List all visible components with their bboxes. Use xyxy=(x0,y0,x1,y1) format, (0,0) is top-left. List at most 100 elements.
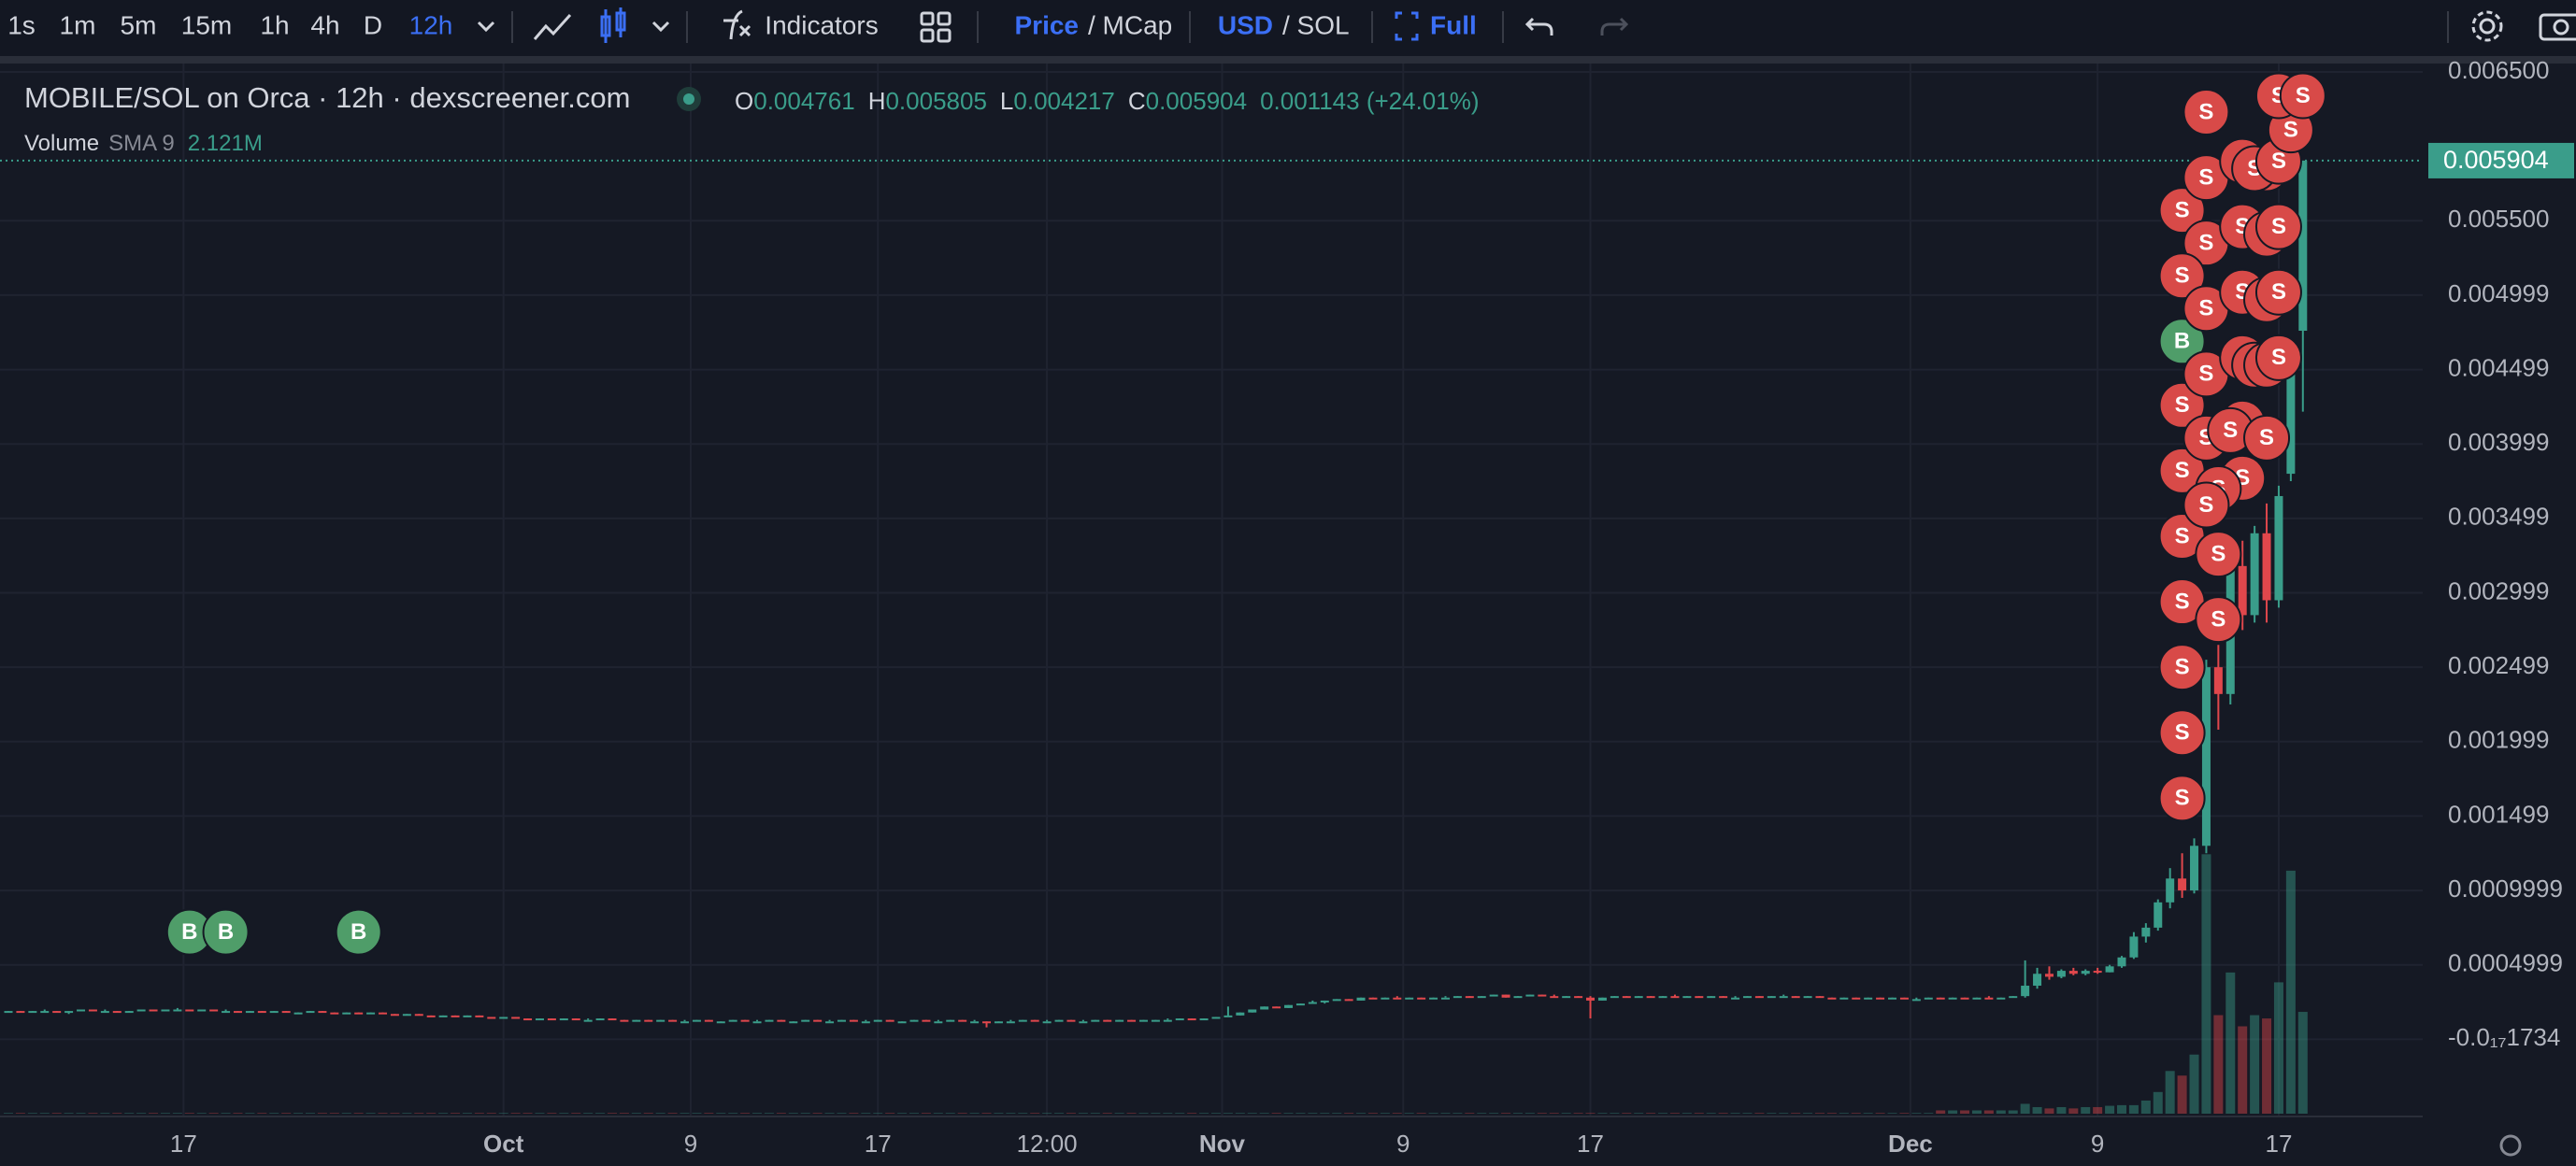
o-label: O xyxy=(735,87,753,115)
candle-body xyxy=(112,1011,122,1014)
candle-body xyxy=(1054,1019,1064,1022)
x-tick-label: 9 xyxy=(2091,1130,2104,1158)
candle-body xyxy=(1138,1019,1148,1022)
volume-bar xyxy=(1489,1113,1499,1114)
x-tick-label: 9 xyxy=(684,1130,697,1158)
volume-bar xyxy=(1610,1113,1620,1114)
candle-body xyxy=(2190,846,2199,891)
interval-button[interactable]: 5m xyxy=(121,10,157,39)
candle-body xyxy=(173,1009,182,1012)
volume-bar xyxy=(716,1113,726,1114)
candle-body xyxy=(958,1019,967,1022)
screenshot-button[interactable] xyxy=(2539,13,2576,41)
volume-bar xyxy=(1453,1113,1463,1114)
settings-button[interactable] xyxy=(2471,10,2503,42)
candle-body xyxy=(994,1021,1003,1024)
full-toggle[interactable]: Full xyxy=(1430,10,1477,39)
candle-body xyxy=(1429,997,1438,1000)
interval-button[interactable]: 4h xyxy=(310,10,339,39)
volume-bar xyxy=(438,1113,449,1114)
volume-bar xyxy=(1271,1113,1281,1114)
marker-label: S xyxy=(2175,654,2190,679)
candle-chart-button[interactable] xyxy=(600,7,626,43)
grid xyxy=(0,64,2423,1116)
legend-ohlc: O0.004761 H0.005805 L0.004217 C0.005904 0.00… xyxy=(735,87,1480,115)
candle-body xyxy=(1344,999,1353,1002)
marker-label: S xyxy=(2175,720,2190,746)
interval-button[interactable]: 15m xyxy=(181,10,232,39)
marker-label: S xyxy=(2211,541,2225,566)
mcap-toggle[interactable]: / MCap xyxy=(1088,10,1172,39)
volume-bar xyxy=(1996,1110,2006,1114)
x-tick-label: Nov xyxy=(1199,1130,1246,1158)
x-tick-label: 17 xyxy=(1577,1130,1604,1158)
marker-label: S xyxy=(2283,117,2298,142)
volume-bar xyxy=(1887,1113,1897,1114)
volume-bar xyxy=(1078,1113,1088,1114)
candle-body xyxy=(1827,997,1837,1000)
volume-bar xyxy=(208,1113,219,1114)
interval-button[interactable]: 1h xyxy=(260,10,289,39)
candle-body xyxy=(1453,996,1462,999)
volume-bar xyxy=(1911,1113,1922,1114)
volume-bar xyxy=(643,1113,653,1114)
marker-label: S xyxy=(2175,458,2190,483)
toolbar-texts: Indicators Price / MCap USD / SOL Full 1… xyxy=(7,10,1477,39)
y-tick-label: 0.003999 xyxy=(2448,428,2549,456)
volume-bar xyxy=(933,1113,943,1114)
sell-marker xyxy=(2243,414,2291,462)
layout-button[interactable] xyxy=(920,11,952,43)
trade-markers: BBBBSSSSSSSSSSSSSSSSSSSSSSSSSSSSSSSSSSSS… xyxy=(165,72,2326,956)
volume-bar xyxy=(1054,1113,1065,1114)
interval-button[interactable]: D xyxy=(364,10,382,39)
candle-body xyxy=(1791,996,1800,999)
undo-button[interactable] xyxy=(1524,17,1553,36)
volume-bar xyxy=(1791,1113,1801,1114)
interval-button[interactable]: 1m xyxy=(60,10,96,39)
chart-type-dropdown[interactable] xyxy=(651,21,670,33)
volume-bar xyxy=(2153,1091,2163,1114)
volume-bar xyxy=(51,1113,62,1114)
volume-bar xyxy=(269,1113,279,1114)
candle-body xyxy=(1899,997,1909,1000)
candle-body xyxy=(209,1009,219,1012)
redo-button[interactable] xyxy=(1600,17,1629,36)
marker-label: S xyxy=(2271,279,2286,305)
line-chart-button[interactable] xyxy=(533,13,572,40)
candle-body xyxy=(1405,997,1414,1000)
indicators-button[interactable]: Indicators xyxy=(765,10,878,39)
x-tick-label: 9 xyxy=(1396,1130,1410,1158)
candle-body xyxy=(1972,997,1982,1000)
candle-body xyxy=(1719,996,1728,999)
volume-bar xyxy=(2128,1104,2139,1114)
sol-toggle[interactable]: / SOL xyxy=(1282,10,1350,39)
interval-dropdown[interactable] xyxy=(477,21,495,33)
interval-button[interactable]: 1s xyxy=(7,10,36,39)
axis-settings[interactable] xyxy=(2499,1134,2522,1157)
candle-body xyxy=(2068,971,2078,974)
candle-body xyxy=(1754,996,1764,999)
volume-bar xyxy=(341,1113,351,1114)
volume-bar xyxy=(655,1113,665,1114)
candle-body xyxy=(281,1011,291,1014)
price-toggle[interactable]: Price xyxy=(1015,10,1080,39)
volume-bar xyxy=(462,1113,472,1114)
volume-bar xyxy=(2201,854,2211,1114)
toolbar-icons xyxy=(477,7,2576,43)
volume-bar xyxy=(2165,1071,2175,1114)
fx-icon[interactable] xyxy=(723,9,751,40)
full-icon[interactable] xyxy=(1395,11,1419,41)
volume-bar xyxy=(2117,1104,2126,1114)
candle-body xyxy=(257,1011,266,1014)
candle-body xyxy=(1018,1019,1027,1022)
interval-button[interactable]: 12h xyxy=(409,10,453,39)
candle-body xyxy=(716,1021,725,1024)
volume-bar xyxy=(76,1113,86,1114)
candle-body xyxy=(1151,1019,1160,1022)
volume-bar xyxy=(1718,1113,1728,1114)
volume-bar xyxy=(172,1113,182,1114)
marker-label: S xyxy=(2175,786,2190,811)
legend-title: MOBILE/SOL on Orca · 12h · dexscreener.c… xyxy=(24,81,630,114)
usd-toggle[interactable]: USD xyxy=(1218,10,1273,39)
marker-label: S xyxy=(2198,231,2213,256)
